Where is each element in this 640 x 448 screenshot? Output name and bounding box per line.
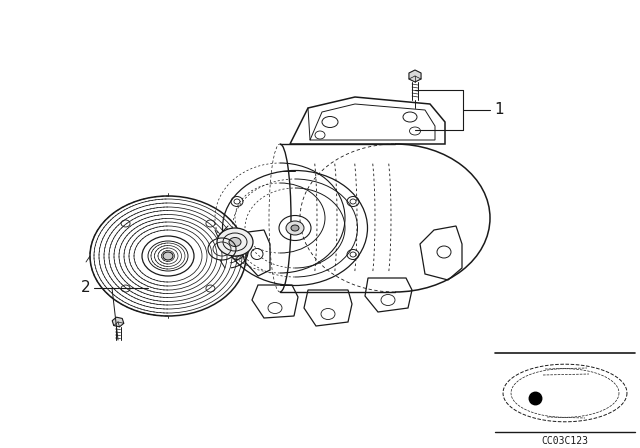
Ellipse shape [286,221,304,235]
Polygon shape [409,70,421,82]
Ellipse shape [291,225,299,231]
Ellipse shape [163,252,173,260]
Text: 1: 1 [494,103,504,117]
Polygon shape [112,317,124,327]
Ellipse shape [229,237,241,246]
Ellipse shape [217,228,253,256]
Text: CC03C123: CC03C123 [541,436,589,446]
Text: 2: 2 [81,280,90,296]
